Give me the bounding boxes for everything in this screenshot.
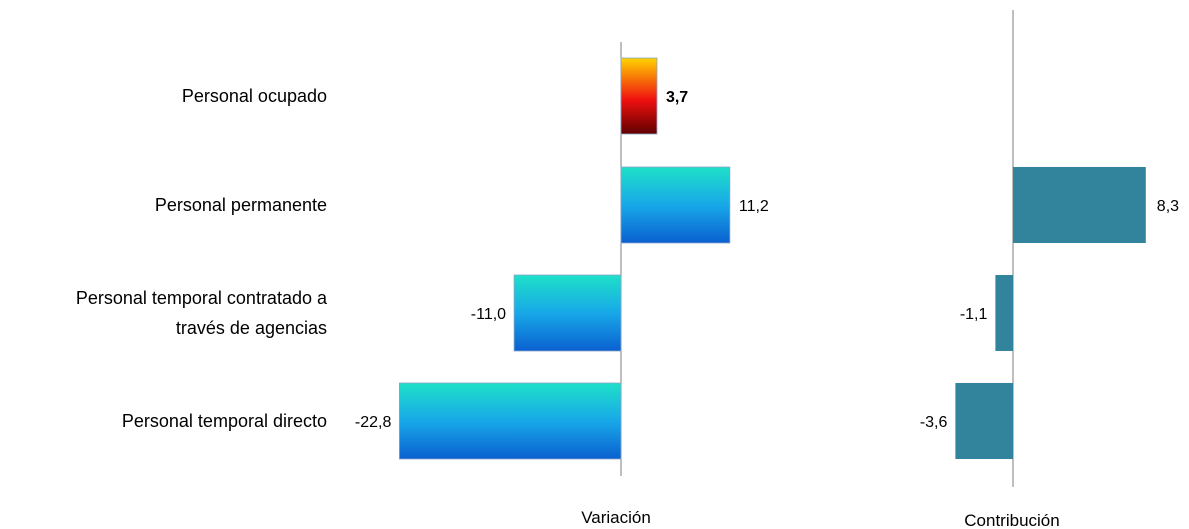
contribution-axis-title: Contribución <box>964 511 1059 529</box>
contribution-bar <box>1013 167 1146 243</box>
category-label: Personal temporal directo <box>122 411 327 431</box>
variation-axis-title: Variación <box>581 508 651 527</box>
contribution-bar <box>955 383 1013 459</box>
contribution-value-label: -3,6 <box>920 414 948 431</box>
variation-value-label: 3,7 <box>666 89 688 106</box>
category-label: Personal permanente <box>155 195 327 215</box>
variation-bar <box>620 166 731 244</box>
variation-value-label: -11,0 <box>471 306 506 323</box>
contribution-value-label: 8,3 <box>1157 198 1179 215</box>
contribution-bar <box>995 275 1013 351</box>
category-label: Personal ocupado <box>182 86 327 106</box>
contribution-chart: 8,3 -1,1 -3,6 <box>920 10 1179 487</box>
category-label: través de agencias <box>176 318 327 338</box>
category-label: Personal temporal contratado a <box>76 288 328 308</box>
variation-value-label: -22,8 <box>355 414 392 431</box>
variation-chart: 3,7 Personal ocupado 11,2 Personal permanen… <box>76 42 769 476</box>
variation-bar <box>620 57 658 135</box>
variation-bar <box>513 274 622 352</box>
contribution-value-label: -1,1 <box>960 306 988 323</box>
variation-value-label: 11,2 <box>739 198 769 215</box>
variation-bar <box>398 382 622 460</box>
